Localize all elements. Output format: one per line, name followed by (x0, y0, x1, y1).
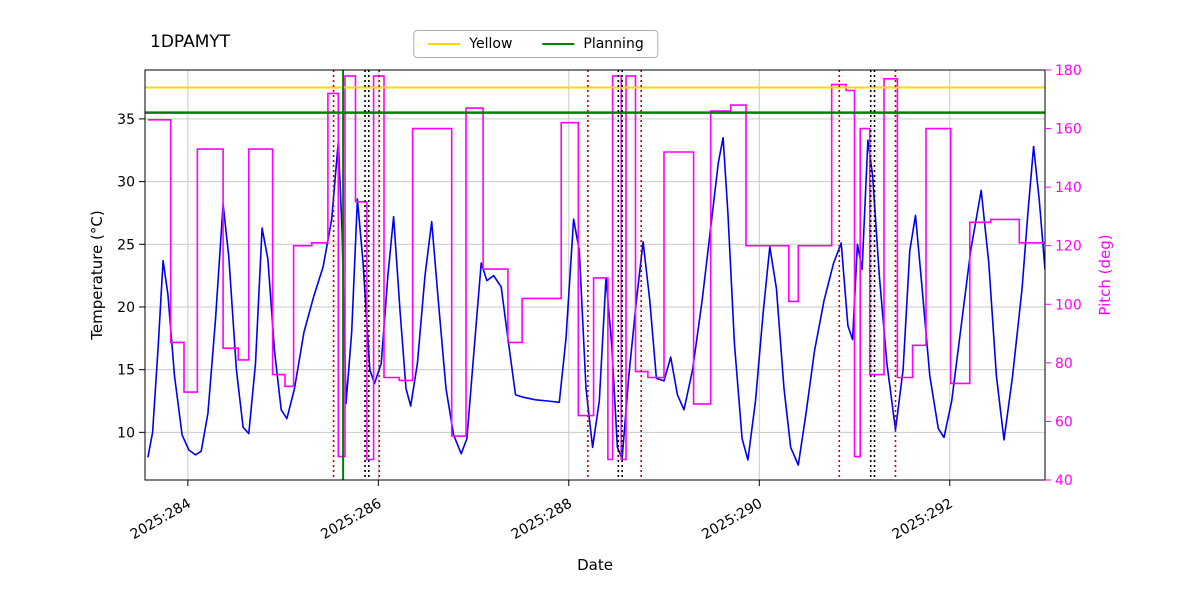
yellow-line-swatch (428, 43, 461, 45)
y-tick-label-right: 180 (1055, 63, 1082, 79)
x-tick-label: 2025:284 (128, 496, 194, 543)
y-tick-label-right: 160 (1055, 122, 1082, 138)
y-tick-label-left: 25 (117, 237, 135, 253)
temperature-series (147, 136, 1045, 466)
y-tick-label-left: 35 (117, 112, 135, 128)
y-tick-label-left: 20 (117, 300, 135, 316)
y-tick-label-left: 10 (117, 425, 135, 441)
x-tick-label: 2025:290 (699, 496, 765, 543)
axes-frame (144, 69, 1046, 481)
y-tick-label-right: 140 (1055, 180, 1082, 196)
legend-entry-planning: Planning (542, 36, 644, 52)
y-tick-label-left: 15 (117, 363, 135, 379)
chart-title: 1DPAMYT (150, 32, 231, 52)
y-axis-label-right: Pitch (deg) (1096, 234, 1114, 316)
legend-label-yellow: Yellow (469, 36, 513, 52)
x-tick-label: 2025:286 (318, 496, 384, 543)
x-axis-label: Date (577, 556, 613, 574)
x-tick-label: 2025:288 (509, 496, 575, 543)
y-tick-label-right: 80 (1055, 356, 1073, 372)
pitch-series (147, 75, 1045, 461)
y-axis-label-left: Temperature (°C) (88, 210, 106, 340)
y-tick-label-right: 100 (1055, 297, 1082, 313)
x-tick-label: 2025:292 (890, 496, 956, 543)
legend-entry-yellow: Yellow (428, 36, 512, 52)
y-tick-label-left: 30 (117, 175, 135, 191)
legend: Yellow Planning (413, 30, 659, 58)
planning-line-swatch (542, 43, 575, 45)
y-tick-label-right: 120 (1055, 239, 1082, 255)
y-tick-label-right: 40 (1055, 473, 1073, 489)
y-tick-label-right: 60 (1055, 414, 1073, 430)
legend-label-planning: Planning (583, 36, 644, 52)
